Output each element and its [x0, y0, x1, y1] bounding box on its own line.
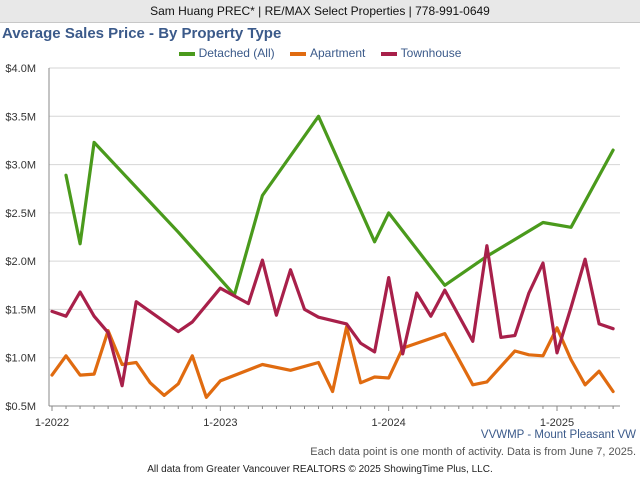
legend-label-detached: Detached (All)	[198, 46, 275, 60]
x-tick-label: 1-2025	[540, 417, 574, 429]
chart-legend: Detached (All) Apartment Townhouse	[0, 46, 640, 60]
legend-label-townhouse: Townhouse	[400, 46, 462, 60]
agent-banner: Sam Huang PREC* | RE/MAX Select Properti…	[0, 0, 640, 23]
y-tick-label: $3.5M	[5, 111, 36, 123]
legend-swatch-townhouse	[380, 51, 397, 56]
legend-item-detached[interactable]: Detached (All)	[178, 46, 275, 60]
series-line-apartment	[50, 325, 615, 399]
legend-label-apartment: Apartment	[309, 46, 366, 60]
y-tick-label: $4.0M	[5, 63, 36, 75]
legend-item-apartment[interactable]: Apartment	[289, 46, 366, 60]
chart-title: Average Sales Price - By Property Type	[2, 25, 282, 42]
region-label: VVWMP - Mount Pleasant VW	[480, 429, 636, 441]
y-tick-label: $2.5M	[5, 208, 36, 220]
data-credit: All data from Greater Vancouver REALTORS…	[147, 464, 493, 475]
legend-swatch-apartment	[289, 51, 306, 56]
x-tick-label: 1-2024	[372, 417, 406, 429]
y-tick-label: $2.0M	[5, 256, 36, 268]
series-line-detached	[64, 114, 615, 297]
data-note: Each data point is one month of activity…	[310, 446, 636, 458]
y-tick-label: $3.0M	[5, 160, 36, 172]
legend-swatch-detached	[178, 51, 195, 56]
y-tick-label: $1.0M	[5, 353, 36, 365]
x-tick-label: 1-2023	[203, 417, 237, 429]
y-tick-label: $0.5M	[5, 401, 36, 413]
x-tick-label: 1-2022	[35, 417, 69, 429]
series-line-townhouse	[50, 244, 615, 388]
legend-item-townhouse[interactable]: Townhouse	[380, 46, 462, 60]
y-tick-label: $1.5M	[5, 304, 36, 316]
